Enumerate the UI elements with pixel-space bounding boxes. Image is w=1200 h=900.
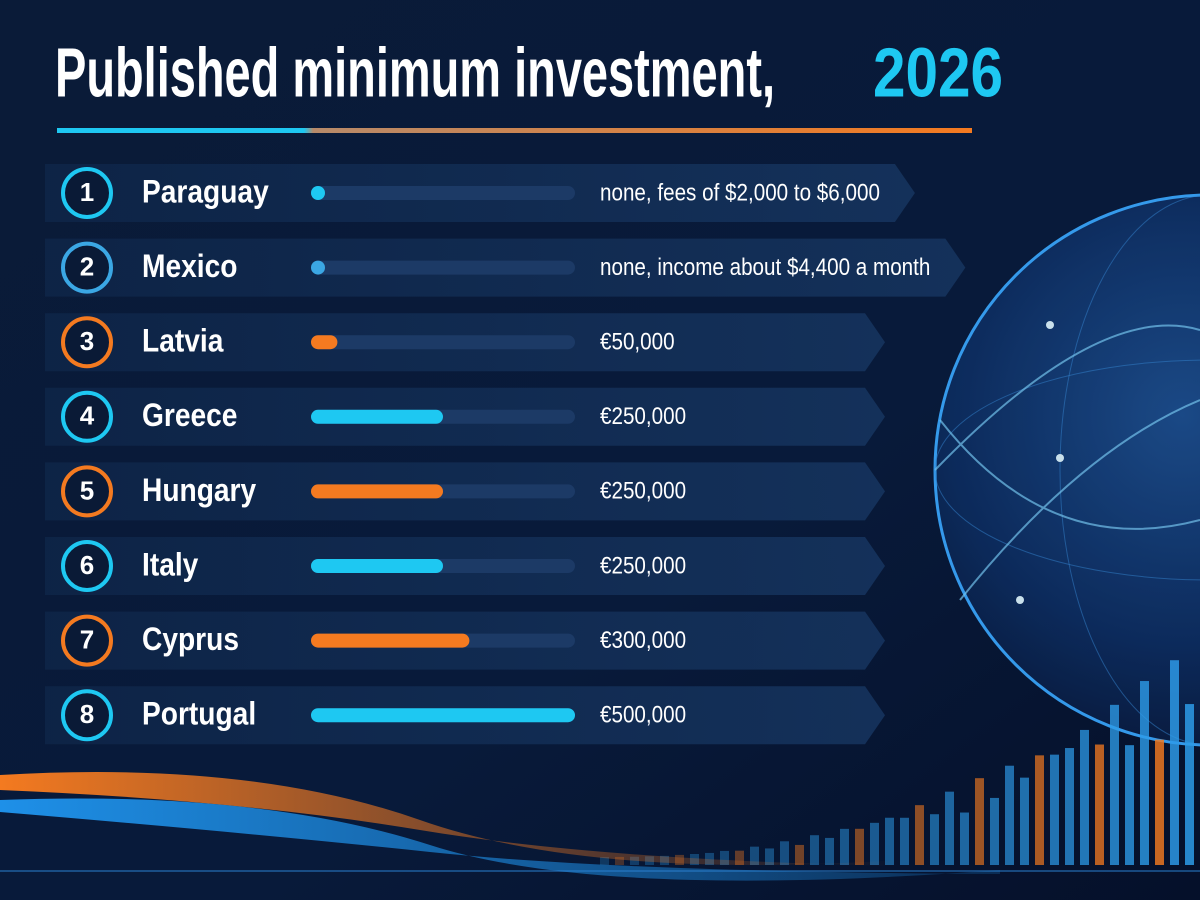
rows: 1 Paraguay none, fees of $2,000 to $6,000 2… bbox=[45, 164, 966, 745]
swoosh bbox=[0, 772, 1200, 881]
decorative-bar bbox=[855, 828, 864, 865]
decorative-bar bbox=[705, 852, 714, 865]
row: 5 Hungary €250,000 bbox=[45, 462, 885, 521]
row: 3 Latvia €50,000 bbox=[45, 313, 885, 372]
decorative-bars bbox=[600, 660, 1194, 865]
row: 7 Cyprus €300,000 bbox=[45, 611, 885, 670]
decorative-bar bbox=[930, 814, 939, 865]
value-label: none, fees of $2,000 to $6,000 bbox=[600, 179, 880, 206]
decorative-bar bbox=[600, 857, 609, 865]
decorative-bar bbox=[1080, 729, 1089, 865]
category-label: Greece bbox=[142, 399, 237, 434]
row: 8 Portugal €500,000 bbox=[45, 686, 885, 745]
category-label: Cyprus bbox=[142, 622, 239, 657]
decorative-bar bbox=[1020, 777, 1029, 865]
decorative-bar bbox=[900, 817, 909, 865]
bar bbox=[311, 335, 338, 350]
bar bbox=[311, 559, 443, 573]
decorative-bar bbox=[780, 841, 789, 865]
decorative-bar bbox=[750, 846, 759, 865]
bar bbox=[311, 409, 443, 424]
bar bbox=[311, 633, 470, 648]
decorative-bar bbox=[945, 791, 954, 865]
decorative-bar bbox=[1095, 744, 1104, 865]
bar-track bbox=[311, 335, 575, 350]
rank-label: 5 bbox=[80, 475, 94, 505]
bar bbox=[311, 484, 443, 499]
decorative-bar bbox=[990, 797, 999, 865]
decorative-bar bbox=[1140, 681, 1149, 865]
row: 6 Italy €250,000 bbox=[45, 537, 885, 595]
rank-badge bbox=[61, 465, 113, 518]
decorative-bar bbox=[810, 835, 819, 865]
title-rule bbox=[57, 128, 972, 133]
rank-badge bbox=[61, 167, 113, 219]
bar bbox=[311, 708, 575, 723]
rank-label: 8 bbox=[80, 699, 94, 729]
rank-label: 4 bbox=[80, 401, 95, 431]
value-label: €250,000 bbox=[600, 552, 686, 579]
value-label: €250,000 bbox=[600, 403, 686, 430]
category-label: Paraguay bbox=[142, 175, 269, 210]
decorative-bar bbox=[1170, 660, 1179, 865]
row: 4 Greece €250,000 bbox=[45, 387, 885, 446]
decorative-bar bbox=[795, 844, 804, 865]
rank-label: 2 bbox=[80, 251, 94, 281]
decorative-bar bbox=[915, 805, 924, 865]
decorative-bar bbox=[825, 837, 834, 865]
title-year: 2026 bbox=[873, 33, 1003, 111]
decorative-bar bbox=[630, 856, 639, 865]
decorative-bar bbox=[840, 828, 849, 865]
decorative-bar bbox=[885, 817, 894, 865]
decorative-bar bbox=[735, 850, 744, 865]
globe bbox=[933, 193, 1200, 747]
chart-title: Published minimum investment, bbox=[55, 33, 775, 111]
value-label: none, income about $4,400 a month bbox=[600, 253, 930, 280]
decorative-bar bbox=[975, 778, 984, 865]
bar-track bbox=[311, 186, 575, 200]
decorative-bar bbox=[1155, 739, 1164, 865]
category-label: Mexico bbox=[142, 249, 237, 284]
decorative-bar bbox=[1005, 765, 1014, 865]
rank-badge bbox=[61, 614, 113, 667]
category-label: Portugal bbox=[142, 697, 256, 732]
decorative-bar bbox=[615, 856, 624, 865]
bar bbox=[311, 186, 325, 200]
row: 2 Mexico none, income about $4,400 a month bbox=[45, 238, 966, 297]
rank-badge bbox=[61, 390, 113, 443]
decorative-bar bbox=[1065, 748, 1074, 865]
decorative-bar bbox=[1185, 704, 1194, 865]
decorative-bar bbox=[1125, 745, 1134, 865]
rank-label: 6 bbox=[80, 550, 94, 580]
rank-label: 3 bbox=[80, 326, 94, 356]
decorative-bar bbox=[960, 812, 969, 865]
bar-track bbox=[311, 260, 575, 275]
rank-label: 7 bbox=[80, 624, 94, 654]
decorative-bar bbox=[870, 822, 879, 865]
decorative-bar bbox=[720, 850, 729, 865]
bar bbox=[311, 260, 325, 275]
value-label: €50,000 bbox=[600, 328, 675, 355]
value-label: €250,000 bbox=[600, 477, 686, 504]
rank-badge bbox=[61, 689, 113, 742]
value-label: €300,000 bbox=[600, 626, 686, 653]
decorative-bar bbox=[1050, 754, 1059, 865]
row: 1 Paraguay none, fees of $2,000 to $6,000 bbox=[45, 164, 915, 222]
category-label: Latvia bbox=[142, 324, 224, 359]
decorative-bar bbox=[765, 848, 774, 865]
value-label: €500,000 bbox=[600, 701, 686, 728]
decorative-bar bbox=[1035, 755, 1044, 865]
category-label: Italy bbox=[142, 548, 199, 583]
rank-badge bbox=[61, 540, 113, 592]
category-label: Hungary bbox=[142, 473, 256, 508]
decorative-bar bbox=[1110, 704, 1119, 865]
rank-badge bbox=[61, 241, 113, 294]
rank-label: 1 bbox=[80, 177, 94, 207]
rank-badge bbox=[61, 316, 113, 369]
